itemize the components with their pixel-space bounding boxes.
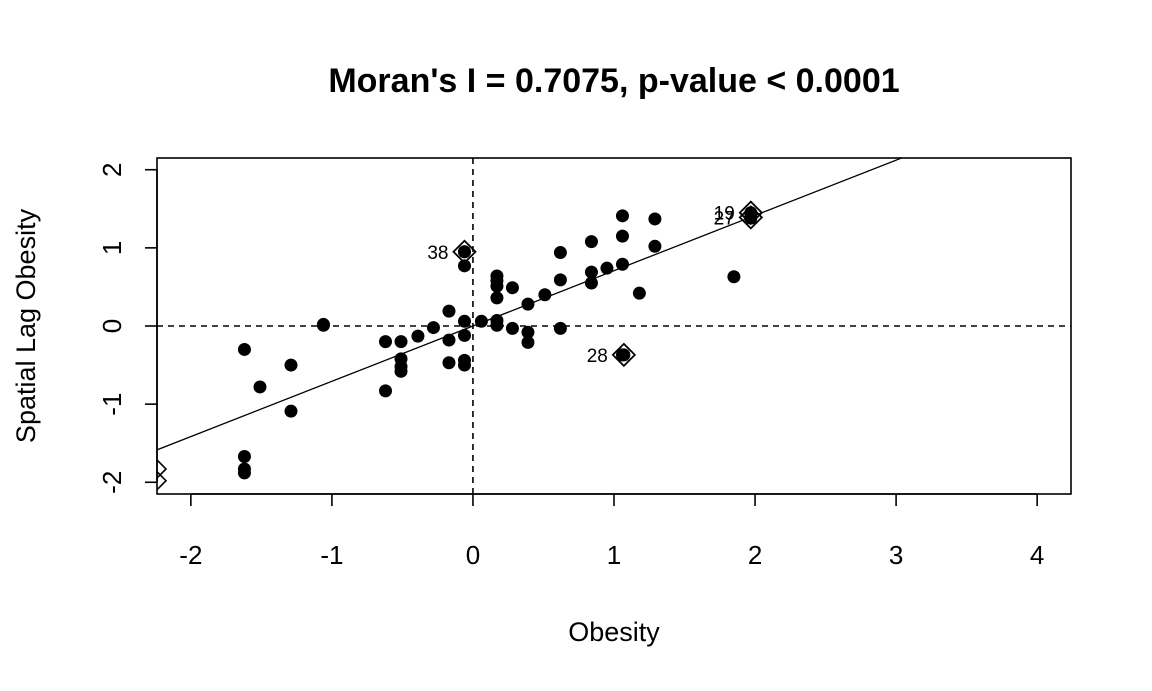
influential-point: [457, 245, 471, 259]
data-point: [600, 261, 614, 275]
data-point: [237, 449, 251, 463]
data-point: [505, 281, 519, 295]
x-tick-label: 3: [889, 540, 903, 570]
clipped-influential-marker: [157, 458, 168, 480]
data-point: [457, 328, 471, 342]
data-point: [457, 358, 471, 372]
x-tick-label: 1: [607, 540, 621, 570]
data-point: [615, 257, 629, 271]
data-point: [505, 321, 519, 335]
points-layer: [157, 206, 758, 491]
x-tick-label: -1: [320, 540, 343, 570]
chart-title: Moran's I = 0.7075, p-value < 0.0001: [328, 62, 899, 100]
y-tick-label: 2: [97, 162, 127, 176]
x-tick-label: 4: [1030, 540, 1044, 570]
data-point: [457, 314, 471, 328]
y-axis-label: Spatial Lag Obesity: [11, 208, 41, 443]
data-point: [411, 329, 425, 343]
data-point: [615, 209, 629, 223]
data-point: [490, 291, 504, 305]
data-point: [632, 286, 646, 300]
data-point: [237, 466, 251, 480]
regression-line: [157, 158, 904, 451]
x-tick-label: -2: [179, 540, 202, 570]
data-point: [253, 380, 267, 394]
reference-lines: [157, 158, 1071, 494]
data-point: [521, 325, 535, 339]
influential-diamond: [452, 239, 477, 265]
data-point: [584, 276, 598, 290]
data-point: [442, 333, 456, 347]
data-point: [237, 342, 251, 356]
influential-point: [617, 348, 631, 362]
data-point: [457, 259, 471, 273]
data-point: [648, 212, 662, 226]
x-axis: -2 -1 0 1 2 3 4: [179, 493, 1044, 570]
data-point: [521, 297, 535, 311]
data-point: [648, 239, 662, 253]
regression-line-group: [157, 158, 904, 451]
x-tick-label: 0: [466, 540, 480, 570]
y-axis: -2 -1 0 1 2: [97, 162, 158, 494]
data-point: [284, 404, 298, 418]
data-point: [538, 288, 552, 302]
data-point: [727, 270, 741, 284]
influential-point: [744, 210, 758, 224]
influential-diamond: [738, 205, 764, 230]
clipped-influential-marker: [157, 470, 168, 491]
data-point: [553, 321, 567, 335]
influential-point-label: 38: [427, 243, 448, 264]
data-point: [442, 304, 456, 318]
data-point: [379, 384, 392, 398]
data-point: [394, 364, 408, 378]
y-tick-label: -2: [97, 471, 127, 494]
influential-point-label: 19: [714, 204, 735, 225]
data-point: [584, 235, 598, 249]
data-point: [490, 279, 504, 293]
x-tick-label: 2: [748, 540, 762, 570]
y-tick-label: -1: [97, 393, 127, 416]
data-point: [284, 358, 298, 372]
data-point: [474, 314, 488, 328]
data-point: [394, 335, 408, 349]
data-point: [442, 356, 456, 370]
data-point: [584, 265, 598, 279]
data-point: [553, 246, 567, 260]
y-tick-label: 0: [97, 319, 127, 333]
data-point: [426, 321, 440, 335]
influential-diamond: [611, 342, 637, 368]
influential-point-label: 27: [714, 208, 735, 229]
data-point: [521, 335, 535, 349]
data-point: [490, 318, 504, 332]
data-point: [379, 335, 392, 349]
data-point: [553, 273, 567, 287]
y-tick-label: 1: [97, 241, 127, 255]
data-point: [615, 229, 629, 243]
x-axis-label: Obesity: [568, 617, 660, 647]
influential-point-label: 28: [587, 346, 608, 367]
data-point: [316, 318, 330, 332]
